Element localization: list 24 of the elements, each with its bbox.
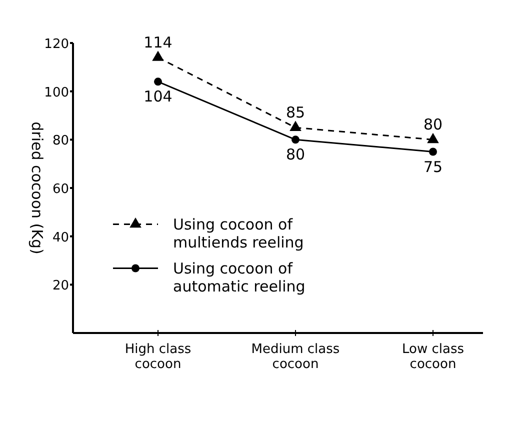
point <box>290 120 302 131</box>
y-tick-label: 120 <box>44 37 69 52</box>
x-tick-label: Medium class cocoon <box>251 342 340 372</box>
y-tick-label: 60 <box>52 182 69 197</box>
data-label: 114 <box>144 34 172 52</box>
point <box>154 78 162 86</box>
point <box>427 132 439 144</box>
y-axis-title: dried cocoon (Kg) <box>28 122 46 254</box>
x-tick-label: Low class cocoon <box>402 342 464 372</box>
y-tick-label: 20 <box>52 278 69 294</box>
y-tick-label: 40 <box>52 230 69 246</box>
legend-label: Using cocoon of multiends reeling <box>173 215 304 252</box>
point <box>152 50 164 61</box>
y-tick-label: 80 <box>52 134 69 149</box>
point <box>292 136 300 144</box>
data-label: 104 <box>144 88 172 106</box>
x-tick-label: High class cocoon <box>124 342 192 372</box>
data-label: 80 <box>286 146 306 164</box>
data-label: 80 <box>423 116 443 134</box>
data-label: 75 <box>423 158 443 176</box>
legend-label: Using cocoon of automatic reeling <box>173 259 306 296</box>
data-label: 85 <box>286 104 306 122</box>
y-tick-label: 100 <box>44 85 69 100</box>
point <box>429 148 437 156</box>
